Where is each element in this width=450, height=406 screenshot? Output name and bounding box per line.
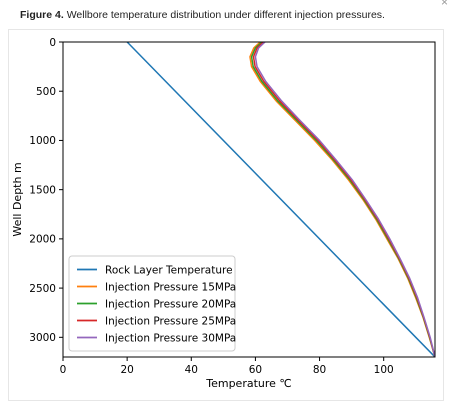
series-line-injection-pressure-15mpa (249, 42, 435, 357)
close-icon[interactable]: × (440, 0, 448, 9)
y-tick-label: 1500 (29, 184, 56, 196)
figure-frame: 0 20 40 60 80 100 0 500 1000 1500 2000 2500 3000 Te… (8, 29, 444, 401)
y-tick-label: 1000 (29, 135, 56, 147)
x-tick-label: 80 (313, 364, 326, 376)
x-tick-label: 100 (374, 364, 394, 376)
series-line-injection-pressure-20mpa (250, 42, 435, 357)
y-tick-label: 0 (49, 37, 56, 49)
y-tick-label: 2000 (29, 234, 56, 246)
figure-caption: Figure 4. Wellbore temperature distribut… (20, 9, 385, 21)
legend-label-rock-layer-temperature: Rock Layer Temperature (105, 264, 233, 276)
y-tick-label: 3000 (29, 332, 56, 344)
legend-label-injection-pressure-20mpa: Injection Pressure 20MPa (105, 298, 236, 310)
figure-caption-label: Figure 4. (20, 9, 64, 21)
legend-label-injection-pressure-15mpa: Injection Pressure 15MPa (105, 281, 236, 293)
plot-area-frame (62, 41, 436, 358)
line-chart: 0 20 40 60 80 100 0 500 1000 1500 2000 2500 3000 Te… (11, 37, 436, 390)
y-tick-label: 2500 (29, 283, 56, 295)
series-line-rock-layer-temperature (126, 42, 435, 357)
x-tick-label: 0 (60, 364, 67, 376)
figure-caption-text: Wellbore temperature distribution under … (66, 9, 385, 21)
y-axis-ticks: 0 500 1000 1500 2000 2500 3000 (29, 37, 63, 344)
y-tick-label: 500 (36, 86, 56, 98)
legend-box (68, 255, 236, 352)
x-tick-label: 20 (120, 364, 133, 376)
series-lines (126, 42, 435, 357)
series-line-injection-pressure-30mpa (254, 42, 435, 357)
x-tick-label: 60 (249, 364, 262, 376)
y-axis-label: Well Depth m (11, 162, 24, 236)
legend-label-injection-pressure-25mpa: Injection Pressure 25MPa (105, 315, 236, 327)
legend-label-injection-pressure-30mpa: Injection Pressure 30MPa (105, 332, 236, 344)
x-axis-ticks: 0 20 40 60 80 100 (60, 357, 394, 376)
x-tick-label: 40 (185, 364, 198, 376)
chart-legend: Rock Layer Temperature Injection Pressure… (68, 255, 236, 352)
x-axis-label: Temperature ℃ (205, 377, 292, 390)
